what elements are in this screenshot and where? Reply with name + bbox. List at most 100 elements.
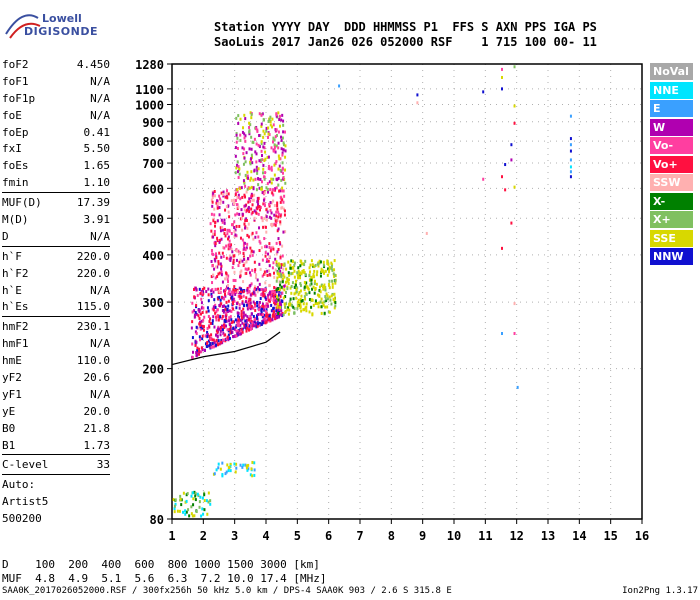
echo-point [264,150,267,154]
echo-point [235,258,238,262]
echo-point [213,213,216,217]
echo-point [243,113,246,117]
echo-point [216,236,219,240]
echo-point [313,291,316,295]
echo-point [569,149,572,153]
echo-point [228,316,231,320]
echo-point [289,266,292,270]
echo-point [267,190,270,194]
echo-point [268,284,271,288]
echo-point [248,318,251,322]
echo-point [266,182,269,186]
echo-point [203,508,206,512]
echo-point [265,314,268,318]
echo-point [197,349,200,353]
x-tick-label: 12 [509,529,523,543]
echo-point [300,260,303,264]
echo-point [256,304,259,308]
echo-point [249,473,252,477]
echo-point [196,293,199,297]
echo-point [272,247,275,251]
echo-point [212,305,215,309]
param-value: N/A [90,387,110,401]
echo-point [245,296,248,300]
echo-point [288,308,291,312]
echo-point [241,146,244,150]
param-row: yE 20.0 [2,403,110,420]
echo-point [277,298,280,302]
echo-point [227,304,230,308]
echo-point [191,336,194,340]
y-tick-label: 1100 [135,83,164,97]
echo-point [226,463,229,467]
echo-point [290,259,293,263]
echo-point [311,287,314,291]
echo-point [258,112,261,116]
echo-point [185,493,188,497]
echo-point [202,328,205,332]
echo-point [202,318,205,322]
echo-point [249,199,252,203]
echo-point [323,271,326,275]
echo-point [269,290,272,294]
echo-point [262,145,265,149]
echo-point [267,298,270,302]
x-tick-label: 5 [294,529,301,543]
echo-point [262,135,265,139]
param-value: 4.450 [76,57,110,71]
echo-point [228,289,231,293]
echo-point [243,257,246,261]
param-value: N/A [90,337,110,351]
echo-point [272,271,275,275]
echo-point [569,143,572,147]
echo-point [173,507,176,511]
echo-point [240,312,243,316]
param-name: yF1 [2,387,22,401]
echo-point [246,326,249,330]
echo-point [282,230,285,234]
echo-point [242,126,245,130]
echo-point [243,136,246,140]
echo-point [234,193,237,197]
echo-point [211,341,214,345]
echo-point [261,258,264,262]
echo-point [206,326,209,330]
echo-point [221,295,224,299]
echo-point [205,310,208,314]
echo-point [282,200,285,204]
echo-point [240,186,243,190]
param-name: D [2,229,9,243]
echo-point [249,319,252,323]
echo-point [250,312,253,316]
echo-point [295,296,298,300]
echo-point [260,293,263,297]
echo-point [255,188,258,192]
echo-point [269,123,272,127]
echo-point [237,193,240,197]
echo-point [308,310,311,314]
echo-point [224,294,227,298]
echo-point [301,270,304,274]
echo-point [212,219,215,223]
echo-point [284,280,287,284]
echo-point [242,263,245,267]
echo-point [262,198,265,202]
echo-point [211,338,214,342]
echo-point [253,473,256,477]
echo-point [300,299,303,303]
param-row: h`F2 220.0 [2,265,110,282]
echo-point [225,192,228,196]
echo-point [289,263,292,267]
echo-point [269,201,272,205]
echo-point [228,228,231,232]
x-tick-label: 2 [200,529,207,543]
param-row: fmin 1.10 [2,174,110,191]
echo-point [215,333,218,337]
echo-point [289,302,292,306]
echo-point [312,273,315,277]
echo-point [262,167,265,171]
param-name: 500200 [2,512,42,526]
echo-point [253,468,256,472]
echo-point [273,163,276,167]
echo-point [248,290,251,294]
